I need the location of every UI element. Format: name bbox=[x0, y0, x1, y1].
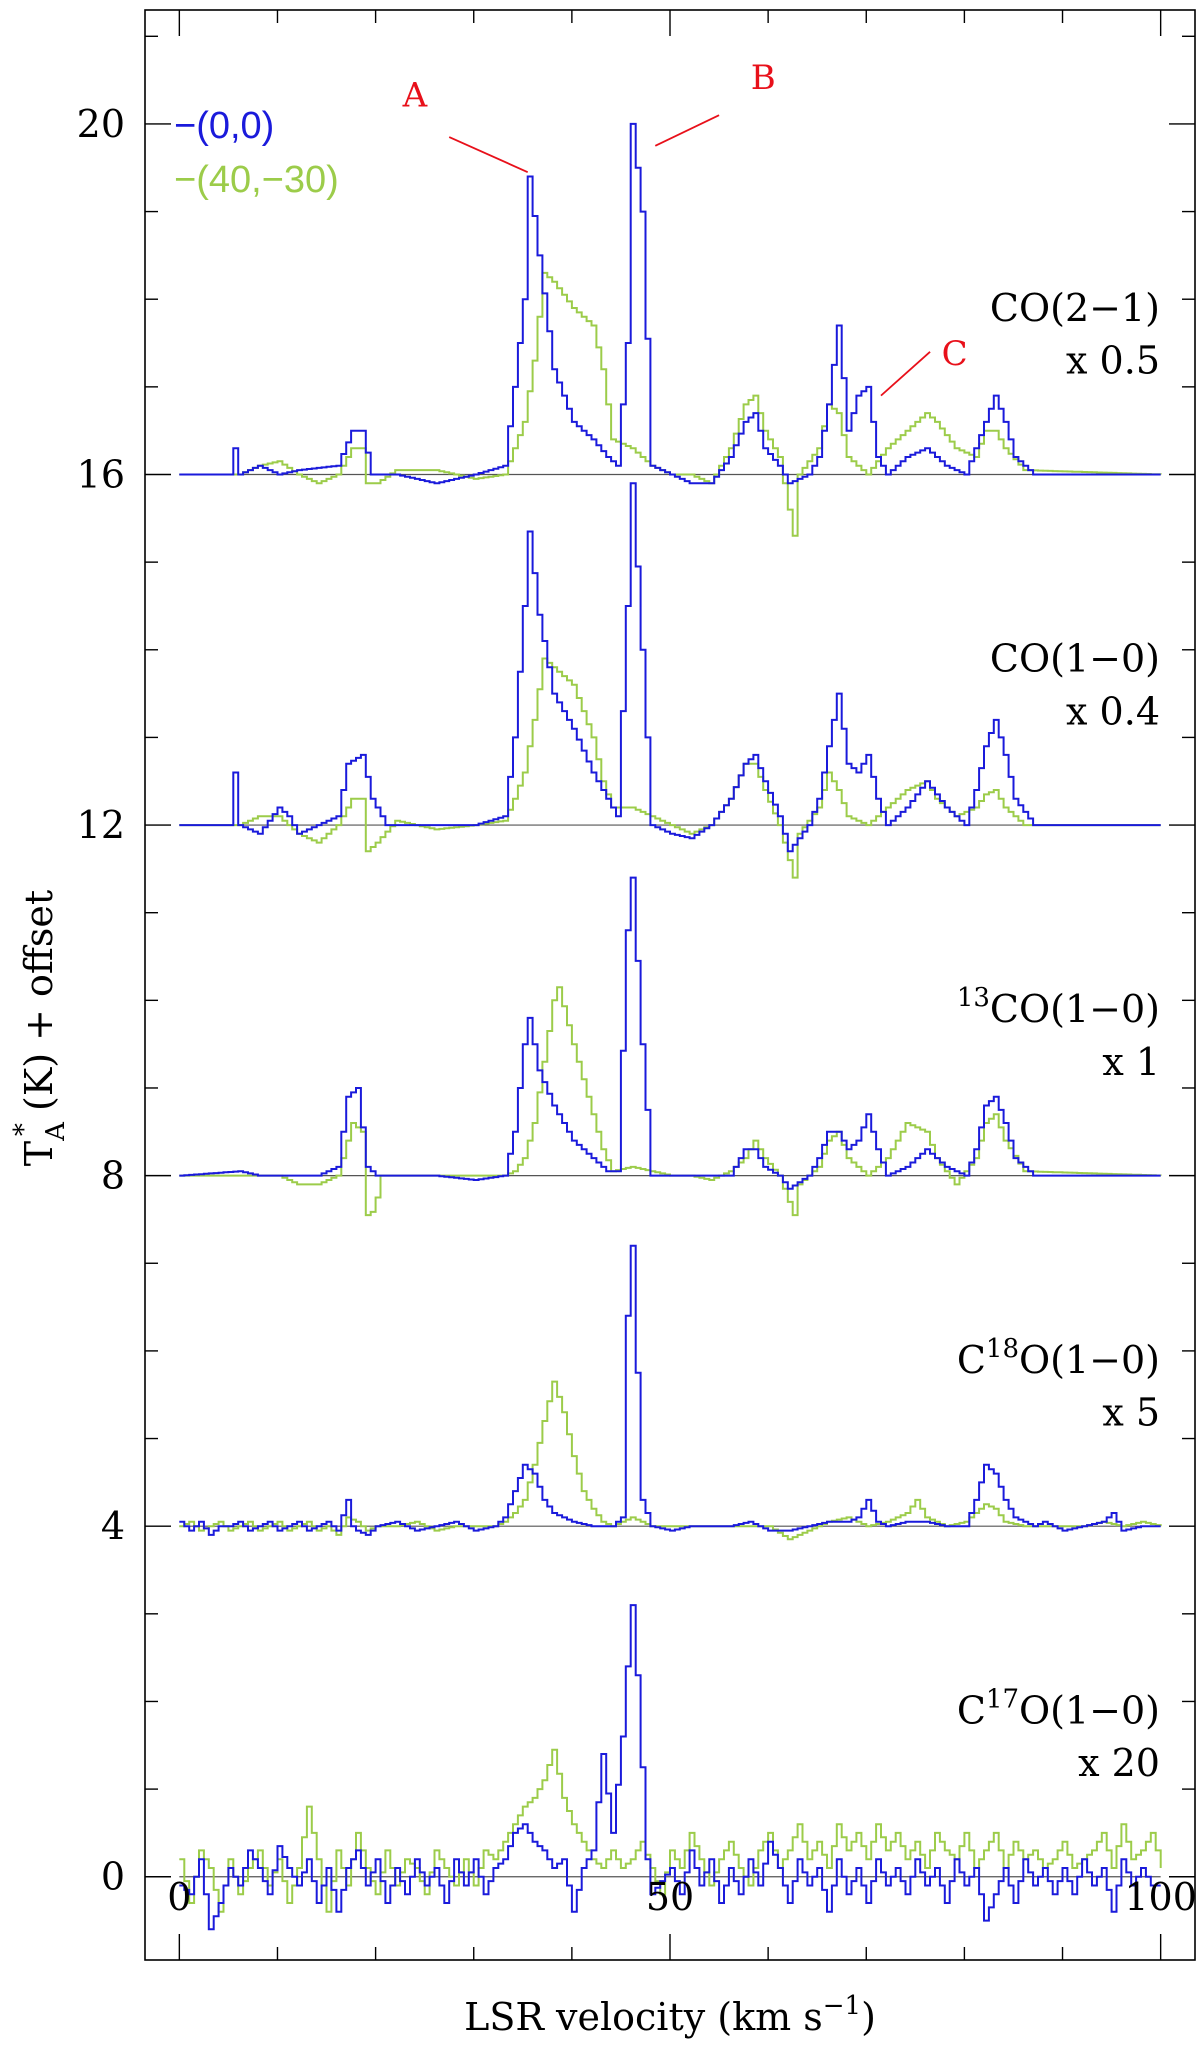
panel-label-4: C17O(1−0) bbox=[957, 1684, 1160, 1732]
panel-label-superscript-3: 18 bbox=[986, 1334, 1019, 1364]
y-tick-label-0: 0 bbox=[101, 1855, 125, 1899]
y-axis-label-subscript: A bbox=[41, 1121, 71, 1142]
legend-entry-blue: −(0,0) bbox=[174, 105, 274, 147]
panel-label-superscript-2: 13 bbox=[957, 983, 990, 1013]
panel-label-0: CO(2−1) bbox=[990, 286, 1160, 330]
panel-label-molecule-3: O(1−0) bbox=[1019, 1338, 1160, 1382]
y-tick-label-2: 8 bbox=[101, 1154, 125, 1198]
y-tick-label-4: 16 bbox=[77, 452, 125, 496]
spectrum-blue-2 bbox=[179, 876, 1161, 1190]
x-tick-label-2: 100 bbox=[1124, 1875, 1197, 1919]
annotation-label-C: C bbox=[942, 334, 968, 374]
panel-label-molecule-1: CO(1−0) bbox=[990, 637, 1160, 681]
annotation-line-C bbox=[880, 351, 931, 397]
panel-label-1: CO(1−0) bbox=[990, 637, 1160, 681]
spectrum-blue-3 bbox=[179, 1244, 1161, 1536]
x-axis-label-close: ) bbox=[861, 1995, 876, 2039]
x-axis-label: LSR velocity (km s−1) bbox=[464, 1991, 876, 2039]
y-tick-label-5: 20 bbox=[77, 102, 125, 146]
spectrum-green-1 bbox=[179, 657, 1161, 879]
panel-label-prefix-3: C bbox=[957, 1338, 986, 1382]
plot-area bbox=[179, 122, 1162, 1931]
y-axis-label-rest: (K) + offset bbox=[17, 890, 61, 1123]
panel-label-prefix-4: C bbox=[957, 1688, 986, 1732]
spectrum-green-0 bbox=[179, 271, 1162, 537]
spectrum-blue-1 bbox=[179, 482, 1161, 853]
spectrum-green-3 bbox=[179, 1380, 1162, 1541]
y-axis-label-superscript: * bbox=[9, 1123, 39, 1136]
peak-annotations: A B C bbox=[402, 58, 968, 397]
panel-scale-1: x 0.4 bbox=[1066, 689, 1160, 733]
spectrum-green-4 bbox=[179, 1748, 1162, 1913]
panel-label-2: 13CO(1−0) bbox=[957, 983, 1160, 1031]
y-axis-label-main: T bbox=[17, 1141, 61, 1166]
panel-label-molecule-2: CO(1−0) bbox=[990, 987, 1160, 1031]
panel-scale-0: x 0.5 bbox=[1066, 339, 1160, 383]
panel-label-3: C18O(1−0) bbox=[957, 1334, 1160, 1382]
panel-scale-2: x 1 bbox=[1102, 1040, 1160, 1084]
y-axis-label: TA* (K) + offset bbox=[9, 890, 71, 1166]
annotation-label-A: A bbox=[402, 75, 428, 115]
panel-scale-4: x 20 bbox=[1078, 1741, 1160, 1785]
y-tick-label-1: 4 bbox=[101, 1504, 125, 1548]
panel-label-superscript-4: 17 bbox=[986, 1684, 1019, 1714]
legend: −(0,0) −(40,−30) bbox=[174, 105, 339, 201]
x-axis-label-main: LSR velocity (km s bbox=[464, 1995, 823, 2039]
panel-scale-3: x 5 bbox=[1102, 1390, 1160, 1434]
spectrum-blue-0 bbox=[179, 122, 1161, 485]
panel-label-molecule-4: O(1−0) bbox=[1019, 1688, 1160, 1732]
annotation-line-A bbox=[448, 136, 529, 173]
annotation-label-B: B bbox=[751, 58, 776, 98]
annotation-line-B bbox=[654, 114, 720, 147]
spectrum-blue-4 bbox=[179, 1604, 1161, 1931]
axes-frame: 0 50 100 0 4 8 12 16 20 bbox=[77, 9, 1197, 1961]
x-tick-label-1: 50 bbox=[646, 1875, 694, 1919]
y-tick-label-3: 12 bbox=[77, 803, 125, 847]
x-tick-label-0: 0 bbox=[167, 1875, 191, 1919]
x-axis-label-unit-exponent: −1 bbox=[823, 1991, 861, 2021]
legend-entry-green: −(40,−30) bbox=[174, 159, 339, 201]
panel-label-molecule-0: CO(2−1) bbox=[990, 286, 1160, 330]
